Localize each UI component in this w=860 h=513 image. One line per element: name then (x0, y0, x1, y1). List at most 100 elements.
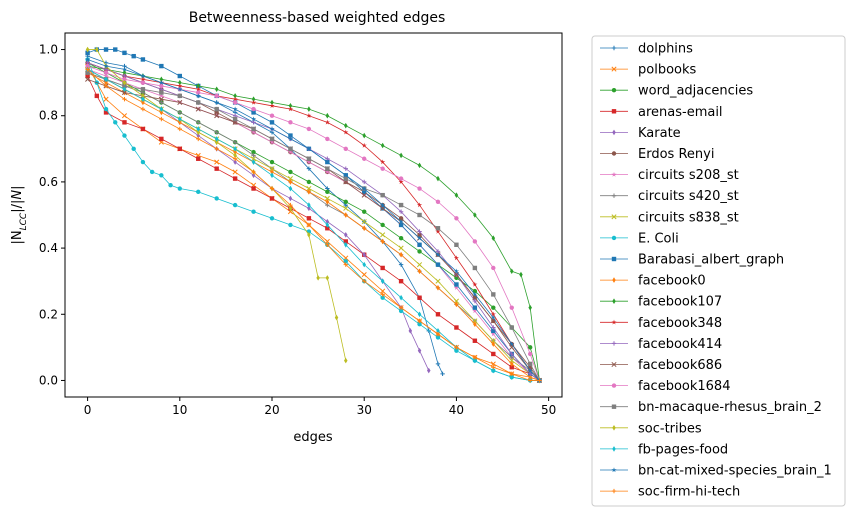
data-point (380, 295, 385, 300)
data-point (453, 255, 459, 261)
data-point (214, 146, 219, 152)
data-point (159, 136, 164, 142)
data-point (232, 140, 238, 145)
data-point (140, 57, 146, 62)
legend-marker (611, 171, 617, 177)
data-point (195, 106, 201, 112)
legend-marker (611, 341, 617, 346)
data-point (103, 73, 109, 79)
legend-label: facebook1684 (638, 379, 730, 394)
data-point (528, 374, 532, 380)
data-point (251, 120, 256, 125)
data-point (121, 66, 128, 72)
data-point (177, 99, 183, 106)
plot-frame (64, 32, 563, 398)
data-point (398, 202, 404, 208)
data-point (140, 87, 146, 92)
data-point (490, 314, 496, 320)
data-point (454, 192, 459, 198)
series-20 (85, 56, 542, 383)
data-point (307, 106, 311, 112)
y-tick-label: 1.0 (39, 43, 58, 57)
data-point (270, 99, 274, 106)
data-point (472, 281, 478, 287)
data-point (251, 149, 256, 155)
legend-marker (611, 235, 617, 241)
y-tick-label: 0.4 (39, 241, 58, 255)
data-point (344, 212, 348, 218)
legend-marker (611, 256, 617, 262)
data-point (159, 83, 164, 89)
data-point (380, 288, 386, 294)
series-line (87, 65, 540, 381)
data-point (94, 93, 100, 99)
data-point (417, 268, 422, 275)
data-point (491, 365, 496, 370)
data-point (325, 166, 330, 171)
legend-label: word_adjacencies (638, 84, 753, 99)
legend-label: bn-cat-mixed-species_brain_1 (638, 464, 832, 479)
legend-entry: polbooks (600, 63, 697, 78)
data-point (435, 226, 441, 231)
legend-label: facebook107 (638, 295, 722, 310)
data-point (362, 251, 366, 258)
data-point (122, 79, 127, 86)
data-point (435, 331, 441, 337)
data-point (177, 86, 183, 92)
data-point (287, 149, 294, 155)
data-point (85, 67, 90, 72)
data-point (95, 46, 99, 53)
data-point (325, 112, 330, 119)
data-point (325, 275, 330, 281)
data-point (490, 331, 496, 337)
data-point (454, 216, 459, 221)
data-point (177, 93, 182, 99)
legend-marker (611, 404, 617, 409)
data-point (251, 159, 256, 165)
data-point (417, 295, 422, 300)
data-point (324, 169, 330, 175)
data-point (528, 304, 532, 311)
data-point (85, 63, 90, 69)
data-point (214, 139, 219, 145)
data-point (122, 96, 127, 102)
data-point (343, 262, 348, 267)
data-point (361, 272, 367, 278)
legend-marker (612, 129, 616, 136)
series-21 (85, 67, 542, 383)
data-point (287, 136, 294, 142)
data-point (440, 371, 445, 377)
legend-marker (611, 214, 617, 220)
data-point (399, 294, 403, 301)
legend-marker (611, 109, 617, 114)
data-point (307, 205, 311, 212)
data-point (85, 73, 90, 79)
data-point (288, 120, 293, 125)
legend-entry: word_adjacencies (600, 84, 753, 99)
legend-marker (611, 488, 617, 494)
data-point (491, 367, 496, 374)
data-point (251, 209, 256, 214)
data-point (398, 209, 404, 214)
data-point (398, 305, 404, 310)
y-axis-label: |NLCC|/|N| (10, 186, 29, 245)
legend-label: circuits s838_st (638, 210, 739, 225)
data-point (122, 133, 127, 138)
data-point (361, 142, 367, 148)
data-point (103, 96, 109, 102)
data-point (85, 46, 90, 53)
data-point (398, 176, 404, 181)
series-3 (85, 73, 542, 383)
data-point (196, 156, 201, 161)
data-point (233, 93, 237, 99)
data-point (343, 199, 348, 204)
data-point (324, 195, 330, 202)
legend-entry: Erdos Renyi (600, 147, 714, 162)
data-point (509, 341, 515, 347)
legend-entry: facebook348 (600, 316, 722, 331)
data-point (177, 73, 182, 79)
data-point (344, 357, 348, 364)
legend-entry: E. Coli (600, 231, 679, 246)
legend-label: Karate (638, 126, 681, 141)
